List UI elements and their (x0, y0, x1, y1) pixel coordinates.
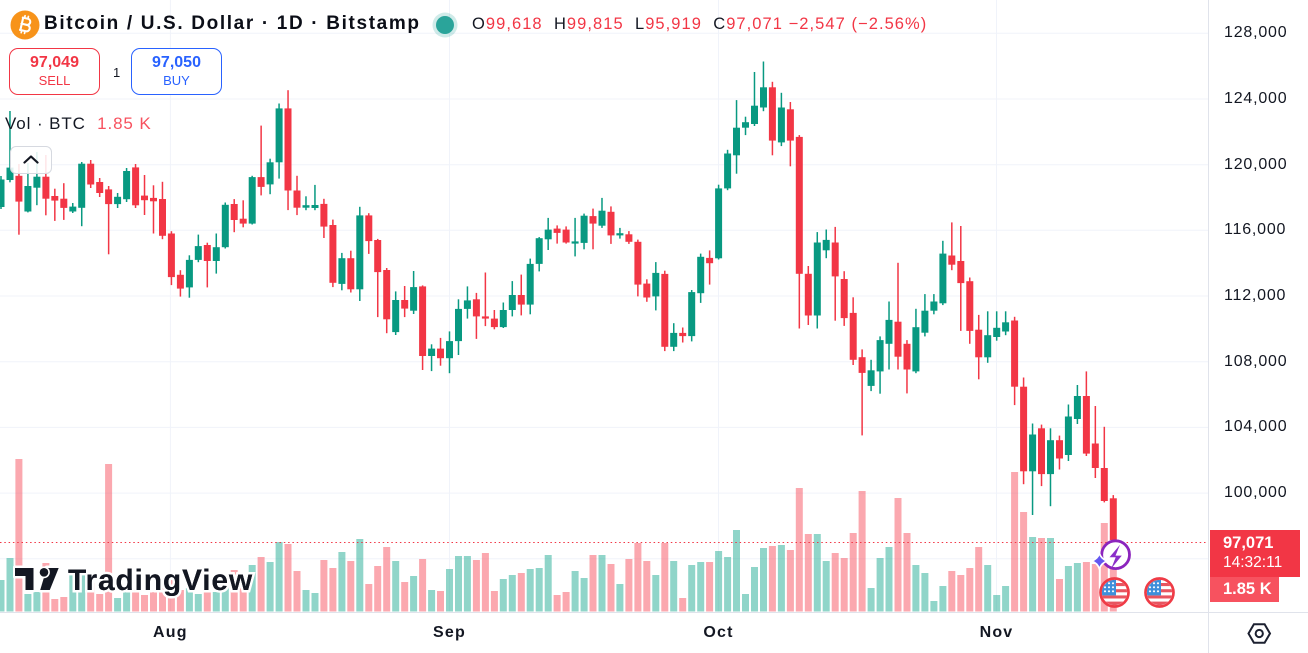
svg-text:TradingView: TradingView (68, 564, 253, 597)
svg-text:TradingView: TradingView (68, 564, 253, 597)
